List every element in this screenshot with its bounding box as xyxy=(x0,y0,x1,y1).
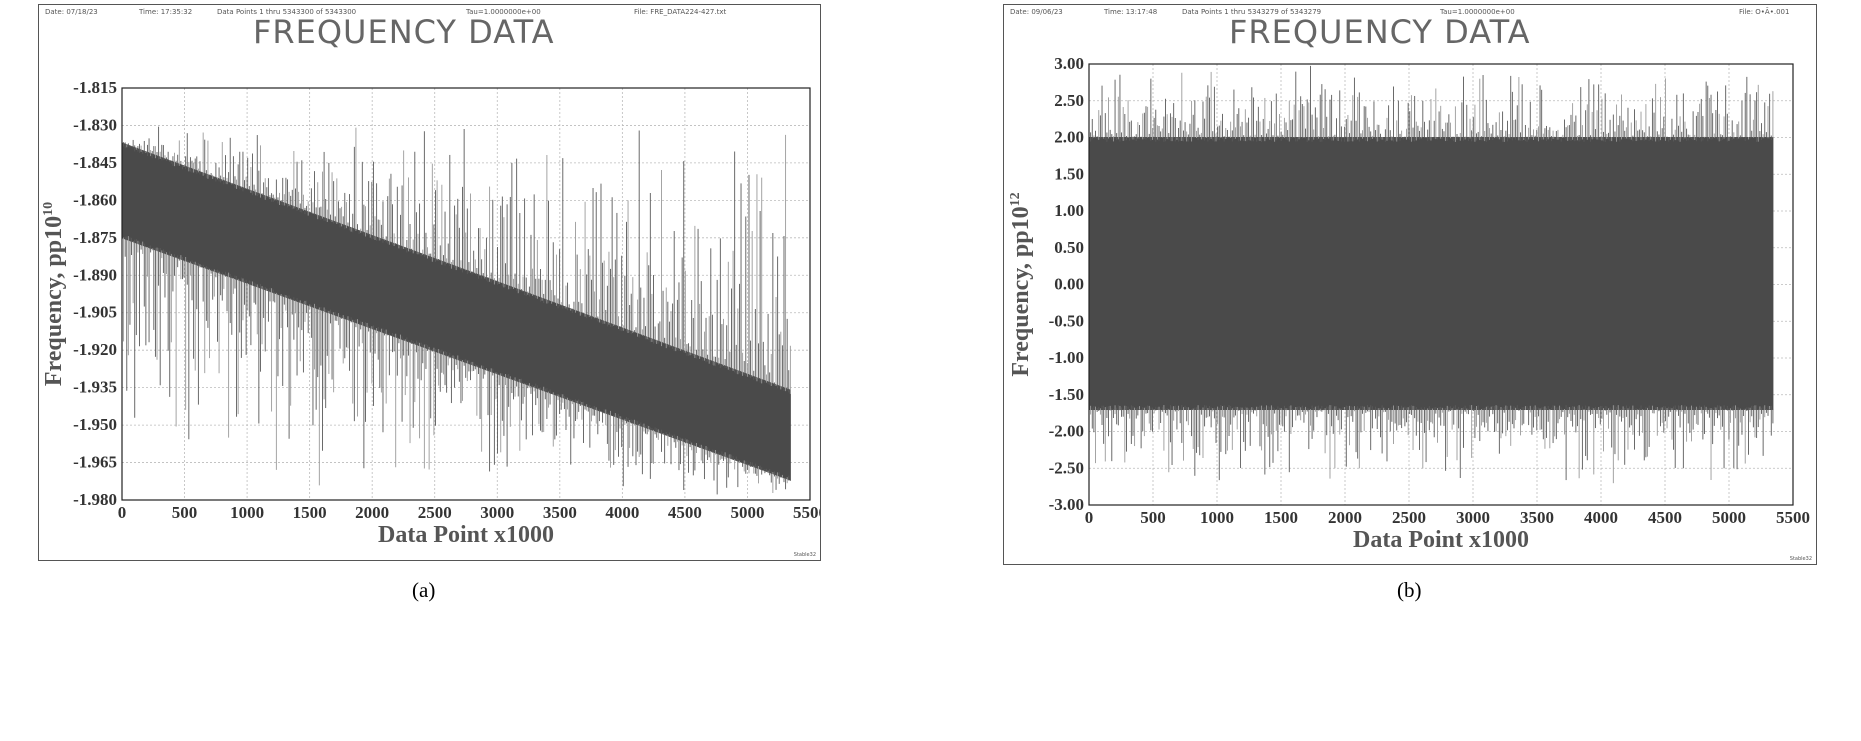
plot-frame xyxy=(121,87,811,501)
x-tick-label: 4500 xyxy=(1648,508,1682,527)
x-tick-label: 3000 xyxy=(480,503,514,522)
header-data-points: Data Points 1 thru 5343300 of 5343300 xyxy=(217,8,357,16)
header-data-points: Data Points 1 thru 5343279 of 5343279 xyxy=(1182,8,1322,16)
x-tick-label: 1000 xyxy=(230,503,264,522)
caption-a: (a) xyxy=(412,578,436,602)
header-time: Time: 13:17:48 xyxy=(1104,8,1158,16)
header-tau: Tau=1.0000000e+00 xyxy=(1440,8,1515,16)
x-tick-label: 2000 xyxy=(355,503,389,522)
x-tick-label: 1000 xyxy=(1200,508,1234,527)
x-tick-label: 4000 xyxy=(1584,508,1618,527)
x-tick-label: 5500 xyxy=(793,503,820,522)
y-tick-label: -1.815 xyxy=(73,78,117,97)
frequency-chart-a: 0 500 1000 1500 2000 2500 3000 3500 4000 4500 5000… xyxy=(41,78,820,548)
y-tick-label: 0.00 xyxy=(1054,275,1084,294)
x-tick-label: 2000 xyxy=(1328,508,1362,527)
x-tick-label: 5000 xyxy=(730,503,764,522)
x-tick-label: 0 xyxy=(1085,508,1094,527)
y-axis-label: Frequency, pp1012 xyxy=(1008,192,1034,376)
x-tick-label: 500 xyxy=(172,503,198,522)
y-tick-label: -1.905 xyxy=(73,303,117,322)
y-tick-label: 2.50 xyxy=(1054,91,1084,110)
frequency-chart-b: 0 500 1000 1500 2000 2500 3000 3500 4000 4500 5000… xyxy=(1008,54,1810,553)
y-tick-label: -1.00 xyxy=(1049,348,1084,367)
y-axis-label-exponent: 10 xyxy=(41,202,56,216)
y-tick-label: 1.50 xyxy=(1054,164,1084,183)
x-tick-label: 3500 xyxy=(1520,508,1554,527)
stable32-mark: Stable32 xyxy=(793,552,816,558)
stable32-mark: Stable32 xyxy=(1789,556,1812,562)
chart-title: FREQUENCY DATA xyxy=(253,13,555,51)
x-tick-label: 500 xyxy=(1140,508,1166,527)
data-band xyxy=(1088,137,1774,410)
y-tick-label: 3.00 xyxy=(1054,54,1084,73)
y-tick-label: 0.50 xyxy=(1054,238,1084,257)
y-tick-label: -1.875 xyxy=(73,228,117,247)
y-tick-label: -0.50 xyxy=(1049,311,1084,330)
x-tick-label: 4500 xyxy=(668,503,702,522)
y-axis-label-exponent: 12 xyxy=(1008,192,1023,206)
header-file: File: O•Ã•.001 xyxy=(1739,8,1790,16)
y-tick-label: -1.860 xyxy=(73,190,117,209)
y-tick-label: -1.920 xyxy=(73,340,117,359)
y-tick-label: -1.980 xyxy=(73,490,117,509)
x-tick-label: 3000 xyxy=(1456,508,1490,527)
plot-frame xyxy=(1088,63,1794,506)
x-tick-label: 1500 xyxy=(293,503,327,522)
header-file: File: FRE_DATA224-427.txt xyxy=(634,8,727,16)
x-tick-label: 1500 xyxy=(1264,508,1298,527)
data-band xyxy=(121,142,791,481)
y-tick-label: -2.00 xyxy=(1049,422,1084,441)
x-tick-label: 5500 xyxy=(1776,508,1810,527)
x-axis-label: Data Point x1000 xyxy=(378,522,554,548)
y-tick-label: -1.890 xyxy=(73,265,117,284)
y-tick-label: -3.00 xyxy=(1049,495,1084,514)
header-date: Date: 07/18/23 xyxy=(45,8,98,16)
y-tick-label: 1.00 xyxy=(1054,201,1084,220)
y-tick-label: -2.50 xyxy=(1049,458,1084,477)
x-tick-label: 2500 xyxy=(1392,508,1426,527)
chart-panel-b: Date: 09/06/23 Time: 13:17:48 Data Point… xyxy=(1003,4,1817,565)
y-tick-label: -1.950 xyxy=(73,415,117,434)
header-time: Time: 17:35:32 xyxy=(139,8,193,16)
y-tick-label: -1.845 xyxy=(73,153,117,172)
y-tick-label: -1.830 xyxy=(73,115,117,134)
y-axis-label: Frequency, pp1010 xyxy=(41,202,67,386)
y-tick-label: 2.00 xyxy=(1054,128,1084,147)
x-axis-label: Data Point x1000 xyxy=(1353,527,1529,553)
x-tick-label: 5000 xyxy=(1712,508,1746,527)
caption-b: (b) xyxy=(1397,578,1422,602)
y-tick-label: -1.965 xyxy=(73,453,117,472)
x-tick-label: 3500 xyxy=(543,503,577,522)
y-tick-label: -1.50 xyxy=(1049,385,1084,404)
y-tick-label: -1.935 xyxy=(73,378,117,397)
x-tick-label: 0 xyxy=(118,503,127,522)
chart-panel-a: Date: 07/18/23 Time: 17:35:32 Data Point… xyxy=(38,4,821,561)
chart-title: FREQUENCY DATA xyxy=(1229,13,1531,51)
header-date: Date: 09/06/23 xyxy=(1010,8,1063,16)
x-tick-label: 2500 xyxy=(418,503,452,522)
x-tick-label: 4000 xyxy=(605,503,639,522)
header-tau: Tau=1.0000000e+00 xyxy=(466,8,541,16)
